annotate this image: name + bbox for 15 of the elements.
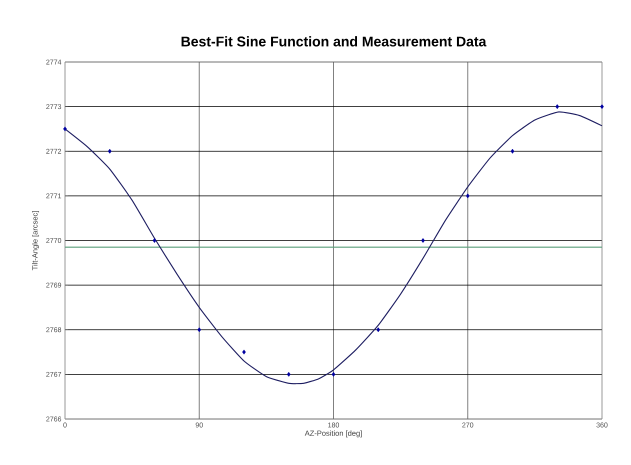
point xyxy=(555,104,560,110)
point xyxy=(197,327,202,332)
point xyxy=(600,104,604,110)
point xyxy=(63,126,67,132)
point xyxy=(376,327,380,332)
point xyxy=(152,238,156,243)
line-series xyxy=(64,111,603,384)
point xyxy=(466,193,470,198)
point xyxy=(242,350,246,354)
point xyxy=(421,238,425,243)
point xyxy=(286,372,291,377)
point xyxy=(332,372,336,377)
point xyxy=(108,148,112,154)
point xyxy=(510,148,514,154)
chart-title: Best-Fit Sine Function and Measurement Data xyxy=(182,36,486,46)
